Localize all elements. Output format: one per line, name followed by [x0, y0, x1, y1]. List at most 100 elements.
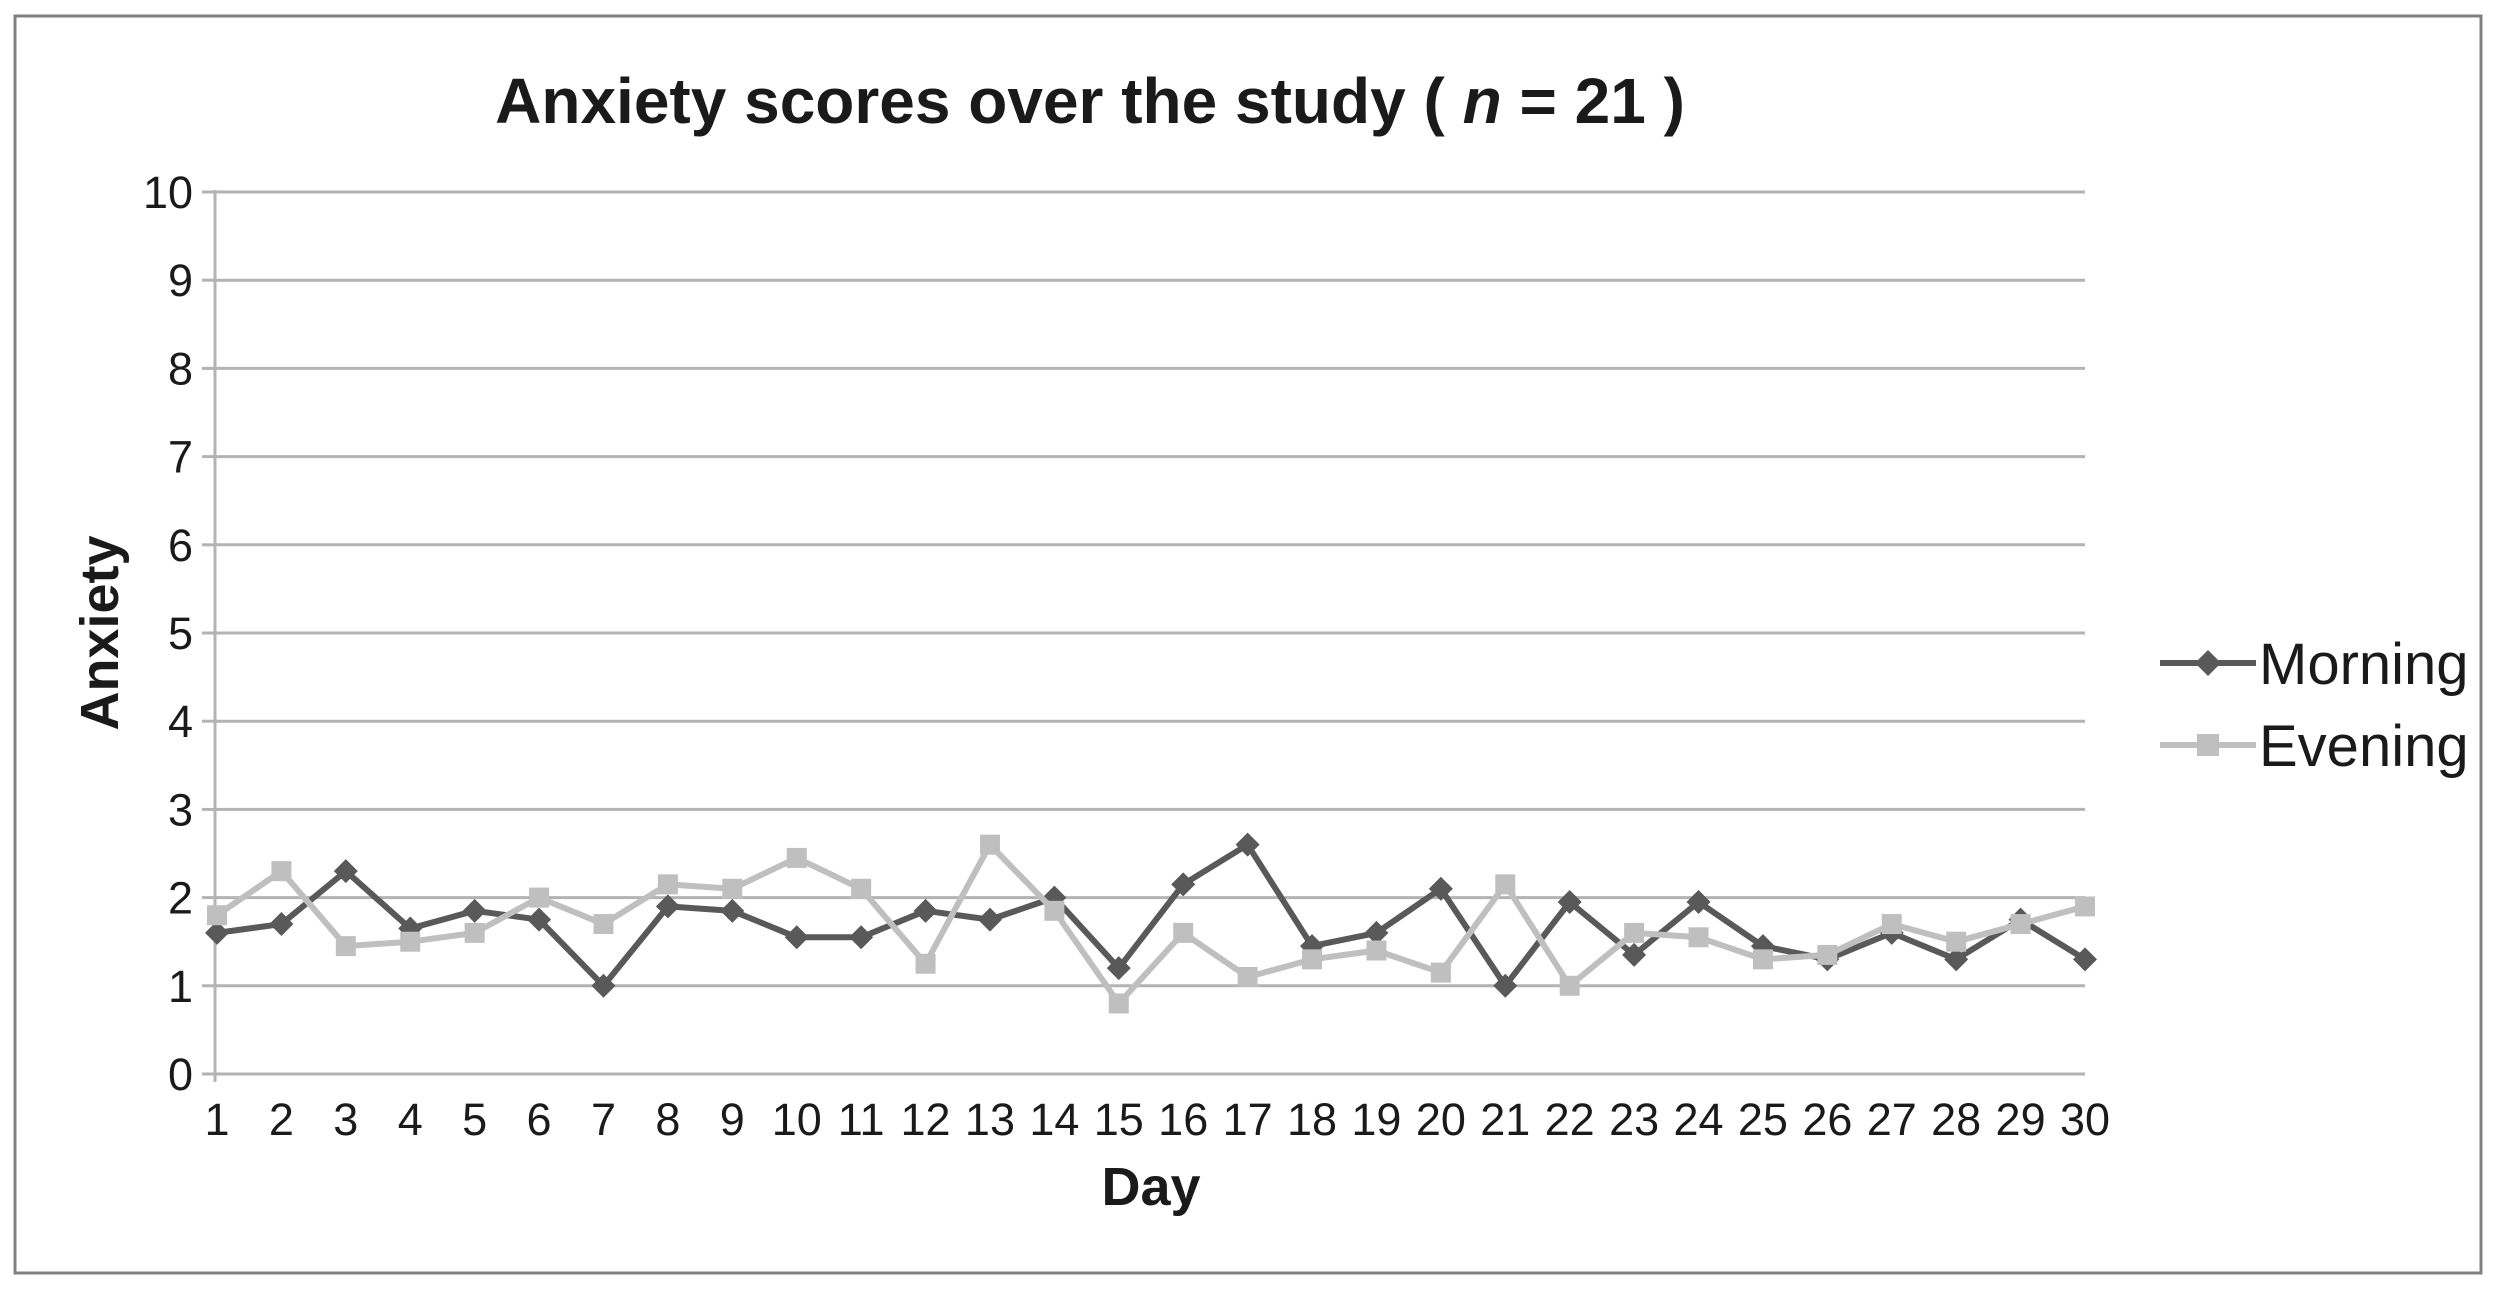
x-axis-title: Day: [1101, 1157, 1200, 1217]
data-point-evening-day-27: [1881, 914, 1902, 935]
data-point-evening-day-26: [1817, 944, 1838, 965]
data-point-evening-day-3: [335, 936, 356, 957]
data-point-evening-day-23: [1624, 922, 1645, 943]
y-axis-title: Anxiety: [70, 535, 130, 730]
x-tick-label: 27: [1867, 1094, 1917, 1145]
data-point-morning-day-19: [1364, 920, 1389, 945]
data-point-evening-day-18: [1302, 949, 1323, 970]
data-point-evening-day-24: [1688, 927, 1709, 948]
data-point-evening-day-21: [1495, 874, 1516, 895]
data-point-morning-day-24: [1686, 890, 1711, 915]
y-tick-label: 10: [143, 167, 193, 218]
legend-morning-diamond-icon: [2195, 650, 2221, 676]
y-tick-label: 4: [168, 696, 193, 747]
x-tick-label: 6: [527, 1094, 552, 1145]
data-point-morning-day-15: [1106, 956, 1131, 981]
data-point-morning-day-2: [269, 912, 294, 937]
data-point-evening-day-20: [1430, 962, 1451, 983]
chart-title-suffix: = 21 ): [1502, 65, 1685, 137]
y-tick-label: 3: [168, 784, 193, 835]
x-tick-label: 15: [1094, 1094, 1144, 1145]
data-point-morning-day-11: [849, 925, 874, 950]
data-point-evening-day-16: [1173, 922, 1194, 943]
data-point-evening-day-11: [851, 878, 872, 899]
legend-label-morning: Morning: [2259, 632, 2469, 697]
data-point-evening-day-30: [2075, 896, 2095, 917]
legend-item-morning: Morning: [2160, 632, 2469, 697]
x-tick-label: 28: [1931, 1094, 1981, 1145]
data-point-evening-day-9: [722, 878, 743, 899]
data-point-evening-day-29: [2010, 914, 2031, 935]
data-point-evening-day-17: [1237, 966, 1258, 987]
data-point-evening-day-28: [1946, 931, 1967, 952]
data-point-morning-day-1: [205, 920, 229, 945]
data-point-evening-day-15: [1108, 993, 1129, 1014]
legend: Morning Evening: [2160, 632, 2469, 779]
x-tick-label: 11: [838, 1094, 885, 1145]
x-tick-label: 23: [1609, 1094, 1659, 1145]
data-point-evening-day-8: [657, 874, 678, 895]
y-tick-label: 1: [168, 961, 193, 1012]
data-point-morning-day-22: [1557, 890, 1582, 915]
data-point-morning-day-28: [1944, 947, 1969, 972]
y-tick-label: 6: [168, 520, 193, 571]
data-point-morning-day-12: [913, 898, 938, 923]
series-layer: [205, 832, 2097, 1014]
x-tick-label: 26: [1802, 1094, 1852, 1145]
y-tick-label: 7: [168, 432, 193, 483]
x-tick-label: 4: [398, 1094, 423, 1145]
series-line-evening: [215, 841, 2086, 1007]
data-point-evening-day-4: [400, 931, 421, 952]
data-point-evening-day-19: [1366, 940, 1387, 961]
data-point-morning-day-21: [1493, 973, 1518, 998]
x-tick-label: 16: [1158, 1094, 1208, 1145]
data-point-evening-day-13: [979, 834, 1000, 855]
x-tick-label: 7: [591, 1094, 616, 1145]
legend-label-evening: Evening: [2259, 714, 2469, 779]
x-tick-label: 10: [772, 1094, 822, 1145]
data-point-evening-day-6: [529, 887, 550, 908]
x-tick-label: 18: [1287, 1094, 1337, 1145]
data-point-morning-day-16: [1171, 872, 1196, 897]
x-tick-label: 12: [901, 1094, 951, 1145]
data-point-evening-day-14: [1044, 900, 1065, 921]
legend-item-evening: Evening: [2160, 714, 2469, 779]
data-point-morning-day-5: [462, 898, 487, 923]
data-point-evening-day-2: [271, 861, 292, 882]
data-point-morning-day-7: [591, 973, 616, 998]
data-point-evening-day-5: [464, 922, 485, 943]
y-tick-label: 5: [168, 608, 193, 659]
data-point-morning-day-6: [527, 907, 552, 932]
x-tick-label: 30: [2060, 1094, 2110, 1145]
x-tick-label: 3: [333, 1094, 358, 1145]
series-line-morning: [216, 841, 2087, 989]
x-tick-label: 5: [462, 1094, 487, 1145]
data-point-evening-day-1: [207, 905, 227, 926]
data-point-morning-day-10: [784, 925, 809, 950]
data-point-morning-day-3: [333, 859, 358, 884]
x-tick-label: 8: [655, 1094, 680, 1145]
data-point-morning-day-13: [977, 907, 1002, 932]
chart-title-n-italic: n: [1463, 65, 1502, 137]
x-tick-label: 21: [1480, 1094, 1530, 1145]
y-tick-label: 0: [168, 1049, 193, 1100]
data-point-morning-day-30: [2073, 947, 2097, 972]
data-point-evening-day-12: [915, 953, 936, 974]
chart-title: Anxiety scores over the study ( n = 21 ): [495, 65, 1685, 137]
data-point-evening-day-25: [1752, 949, 1773, 970]
x-tick-label: 13: [965, 1094, 1015, 1145]
x-tick-label: 1: [204, 1094, 229, 1145]
x-tick-label: 9: [720, 1094, 745, 1145]
data-point-morning-day-8: [655, 894, 680, 919]
data-point-evening-day-7: [593, 914, 614, 935]
y-tick-label: 8: [168, 343, 193, 394]
x-tick-label: 19: [1351, 1094, 1401, 1145]
data-point-morning-day-9: [720, 898, 745, 923]
x-tick-label: 17: [1223, 1094, 1273, 1145]
legend-evening-square-icon: [2197, 734, 2219, 756]
chart-border: [13, 14, 2483, 1275]
data-point-morning-day-23: [1622, 942, 1647, 967]
x-tick-label: 14: [1029, 1094, 1079, 1145]
